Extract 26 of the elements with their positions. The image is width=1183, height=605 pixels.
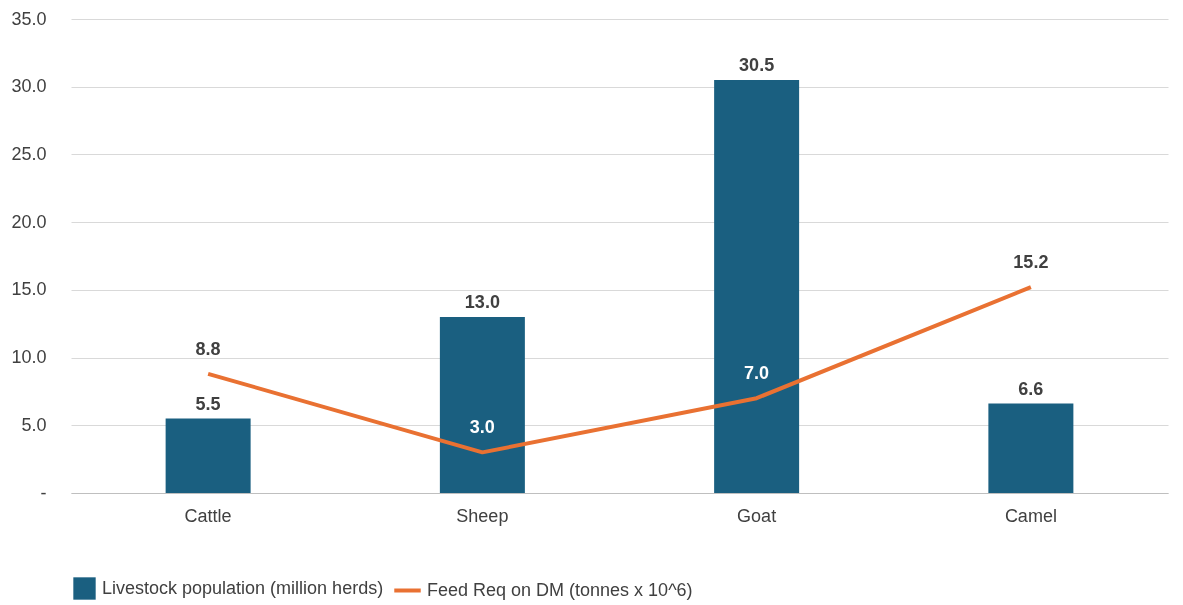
data-label: 7.0 <box>744 363 770 384</box>
data-label: 3.0 <box>469 417 495 438</box>
bar <box>439 316 525 493</box>
bar <box>988 403 1074 493</box>
y-tick-label: - <box>40 482 47 503</box>
data-label: 8.8 <box>195 338 221 359</box>
x-tick-label: Sheep <box>456 505 509 526</box>
bar <box>165 418 251 493</box>
y-tick-label: 15.0 <box>11 279 47 300</box>
data-label: 30.5 <box>739 54 775 75</box>
y-tick-label: 35.0 <box>11 8 47 29</box>
data-label: 6.6 <box>1018 378 1044 399</box>
y-tick-label: 25.0 <box>11 143 47 164</box>
y-tick-label: 5.0 <box>21 414 47 435</box>
legend-label: Feed Req on DM (tonnes x 10^6) <box>427 579 693 600</box>
y-tick-label: 20.0 <box>11 211 47 232</box>
data-label: 15.2 <box>1013 252 1049 273</box>
x-tick-label: Cattle <box>184 505 232 526</box>
data-label: 13.0 <box>464 291 500 312</box>
y-tick-label: 10.0 <box>11 347 47 368</box>
bar <box>714 79 800 493</box>
y-tick-label: 30.0 <box>11 76 47 97</box>
x-tick-label: Goat <box>737 505 777 526</box>
data-label: 5.5 <box>195 393 221 414</box>
legend-label: Livestock population (million herds) <box>102 577 384 598</box>
x-tick-label: Camel <box>1004 505 1057 526</box>
